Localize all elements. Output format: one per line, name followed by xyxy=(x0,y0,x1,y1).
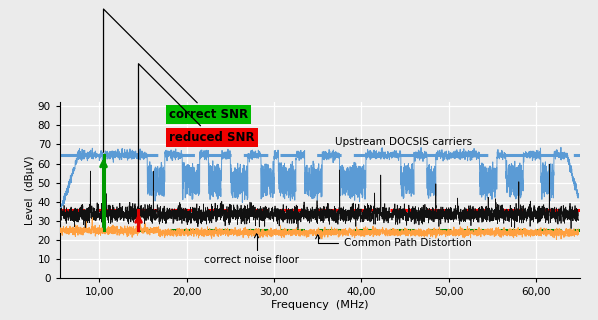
Text: correct SNR: correct SNR xyxy=(103,9,248,152)
Y-axis label: Level  (dBµV): Level (dBµV) xyxy=(25,156,35,225)
X-axis label: Frequency  (MHz): Frequency (MHz) xyxy=(271,300,369,310)
Text: Common Path Distortion: Common Path Distortion xyxy=(316,235,472,248)
Text: Upstream DOCSIS carriers: Upstream DOCSIS carriers xyxy=(335,137,472,147)
Text: reduced SNR: reduced SNR xyxy=(139,64,255,208)
Text: correct noise floor: correct noise floor xyxy=(204,234,299,265)
